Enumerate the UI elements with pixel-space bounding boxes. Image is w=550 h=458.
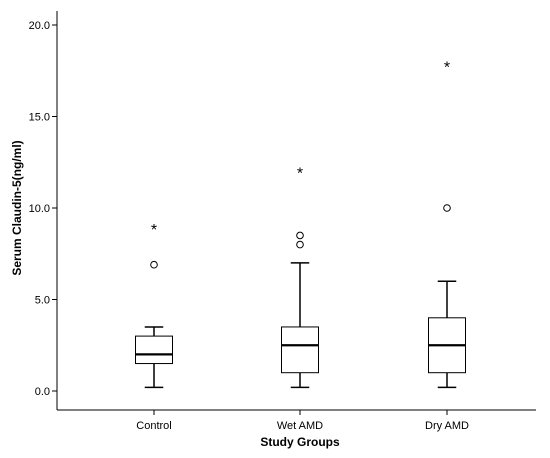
box-control: * [135,222,173,389]
x-axis-title: Study Groups [260,435,340,449]
x-axis: Control Wet AMD Dry AMD [57,409,536,432]
box-wet-amd: * [281,165,319,389]
outlier-point [296,240,304,249]
y-tick-label: 5.0 [35,295,50,307]
extreme-point: * [444,59,450,76]
y-axis-title: Serum Claudin-5(ng/ml) [10,140,24,275]
iqr-box [135,335,173,365]
y-tick-label: 15.0 [29,112,50,124]
y-tick-label: 10.0 [29,203,50,215]
x-tick-label: Wet AMD [277,420,323,432]
y-tick-label: 20.0 [29,20,50,32]
y-tick-label: 0.0 [35,386,50,398]
boxes-layer: * * * [135,59,466,389]
outlier-point [296,231,304,240]
iqr-box [281,326,319,374]
extreme-point: * [151,222,157,239]
x-tick-label: Control [136,420,171,432]
extreme-point: * [297,165,303,182]
x-tick-label: Dry AMD [425,420,469,432]
outlier-point [443,204,451,212]
box-dry-amd: * [428,59,466,389]
y-axis: 0.0 5.0 10.0 15.0 20.0 [29,11,58,410]
outlier-point [150,260,158,269]
